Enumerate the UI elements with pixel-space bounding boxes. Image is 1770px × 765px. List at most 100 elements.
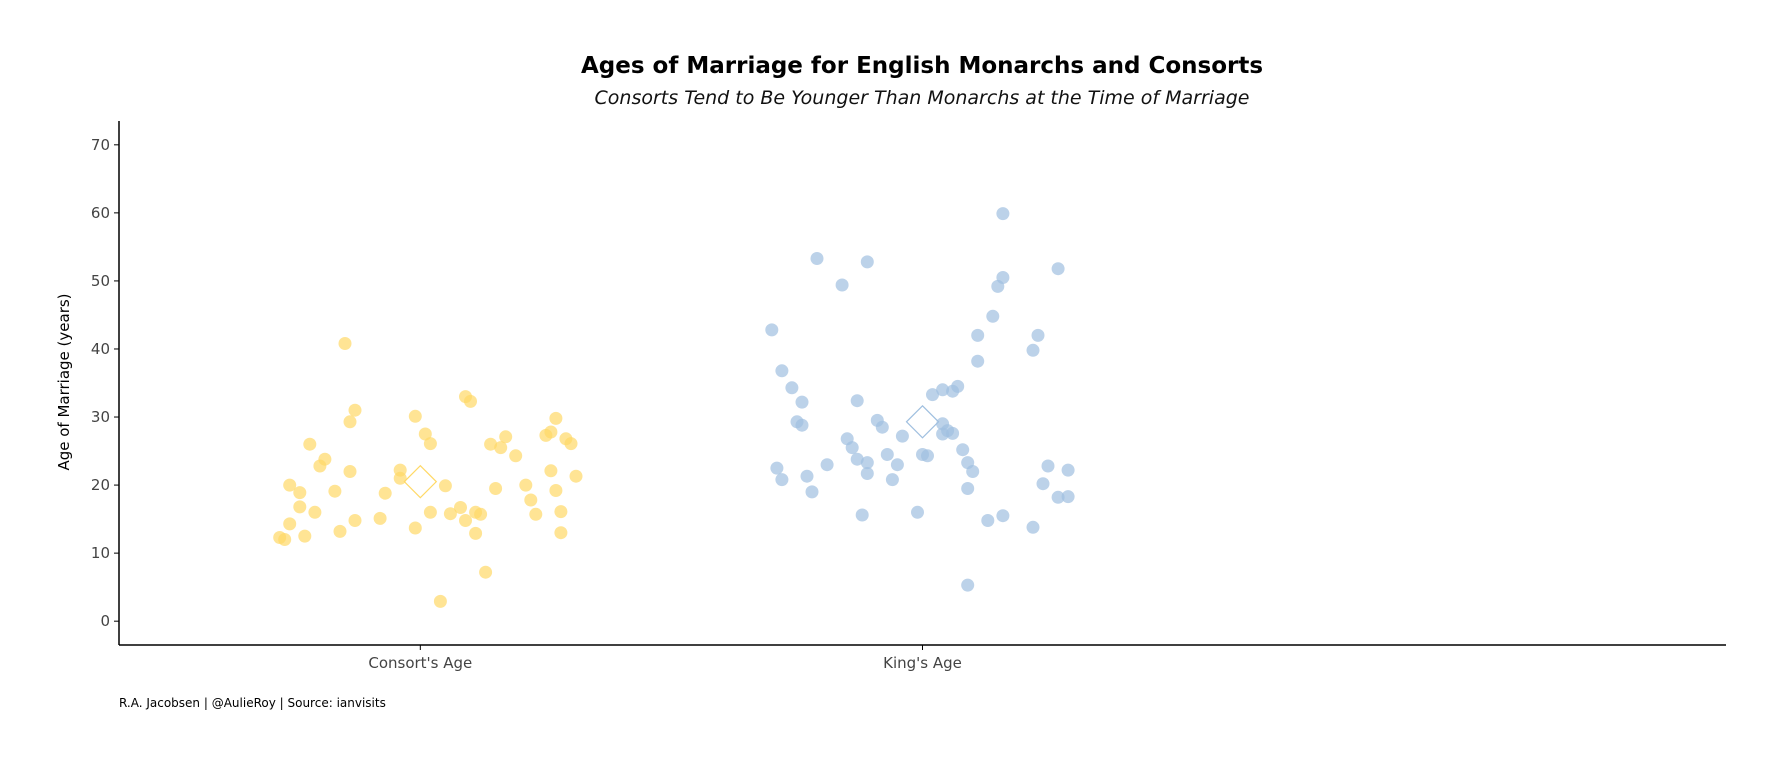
data-point (946, 426, 960, 440)
data-point (519, 478, 533, 492)
data-point (810, 252, 824, 265)
y-tick-label: 70 (91, 136, 110, 154)
mean-marker (403, 464, 438, 499)
data-point (489, 482, 503, 495)
data-point (438, 479, 452, 493)
data-point (408, 521, 422, 535)
data-point (499, 430, 513, 444)
data-point (860, 456, 874, 470)
data-point (494, 441, 508, 455)
data-point (338, 337, 352, 350)
data-point (569, 469, 583, 483)
mean-markers (403, 404, 940, 499)
data-point (554, 526, 568, 540)
data-point (951, 379, 965, 393)
data-point (1051, 262, 1065, 276)
data-point (961, 482, 975, 495)
chart-title: Ages of Marriage for English Monarchs an… (581, 53, 1263, 79)
data-point (795, 418, 809, 432)
y-axis-title: Age of Marriage (years) (55, 293, 73, 470)
data-point (911, 505, 924, 519)
data-point (343, 465, 357, 478)
data-points (273, 207, 1075, 608)
data-point (765, 323, 779, 337)
data-point (293, 500, 307, 514)
data-point (1036, 477, 1050, 491)
data-point (298, 529, 312, 543)
y-tick-label: 10 (91, 544, 110, 562)
data-point (549, 411, 563, 425)
data-point (1041, 459, 1055, 473)
data-point (890, 458, 904, 472)
data-point (454, 501, 467, 514)
data-point (1026, 343, 1040, 357)
data-point (464, 394, 477, 408)
data-point (393, 463, 407, 477)
y-tick-label: 50 (91, 272, 110, 290)
data-point (479, 565, 493, 579)
data-point (795, 395, 809, 409)
data-point (845, 441, 859, 455)
data-point (509, 449, 523, 463)
data-point (1031, 328, 1045, 342)
data-point (549, 484, 563, 497)
data-point (921, 449, 934, 463)
data-point (996, 207, 1010, 221)
data-point (971, 328, 985, 342)
data-point (283, 517, 297, 531)
data-point (926, 388, 939, 402)
y-axis: 0 10 20 30 40 50 60 70 (91, 121, 120, 645)
data-point (775, 473, 789, 487)
data-point (986, 309, 1000, 323)
x-tick-label: Consort's Age (368, 654, 472, 672)
data-point (860, 255, 874, 269)
data-point (378, 486, 392, 500)
y-tick-label: 60 (91, 204, 110, 222)
data-point (484, 437, 498, 451)
data-point (770, 461, 784, 475)
data-point (373, 511, 387, 525)
data-point (1061, 463, 1075, 477)
data-point (885, 473, 899, 487)
data-point (971, 354, 985, 368)
data-point (303, 437, 317, 451)
x-tick-label: King's Age (883, 654, 962, 672)
data-point (443, 507, 457, 521)
data-point (820, 458, 834, 472)
data-point (343, 415, 357, 429)
data-point (423, 505, 437, 519)
data-point (880, 448, 894, 461)
data-point (966, 465, 980, 478)
data-point (1061, 490, 1075, 504)
data-point (996, 509, 1010, 523)
y-tick-label: 0 (100, 612, 110, 630)
data-point (956, 443, 970, 457)
data-point (850, 394, 864, 408)
data-point (433, 594, 447, 608)
data-point (308, 505, 322, 519)
data-point (328, 484, 342, 498)
data-point (775, 364, 789, 378)
data-point (469, 526, 483, 540)
x-axis: Consort's Age King's Age (119, 644, 1726, 672)
mean-marker (905, 404, 940, 439)
data-point (835, 278, 849, 292)
data-point (875, 420, 889, 434)
data-point (1026, 520, 1040, 534)
data-point (333, 524, 347, 538)
data-point (855, 508, 869, 522)
data-point (278, 533, 292, 546)
y-tick-label: 20 (91, 476, 110, 494)
data-point (800, 469, 814, 483)
data-point (459, 514, 472, 527)
data-point (981, 514, 995, 527)
data-point (283, 478, 297, 492)
chart-caption: R.A. Jacobsen | @AulieRoy | Source: ianv… (119, 696, 386, 710)
data-point (348, 403, 362, 417)
data-point (895, 429, 909, 443)
data-point (805, 485, 819, 499)
data-point (423, 437, 437, 451)
data-point (529, 507, 543, 521)
